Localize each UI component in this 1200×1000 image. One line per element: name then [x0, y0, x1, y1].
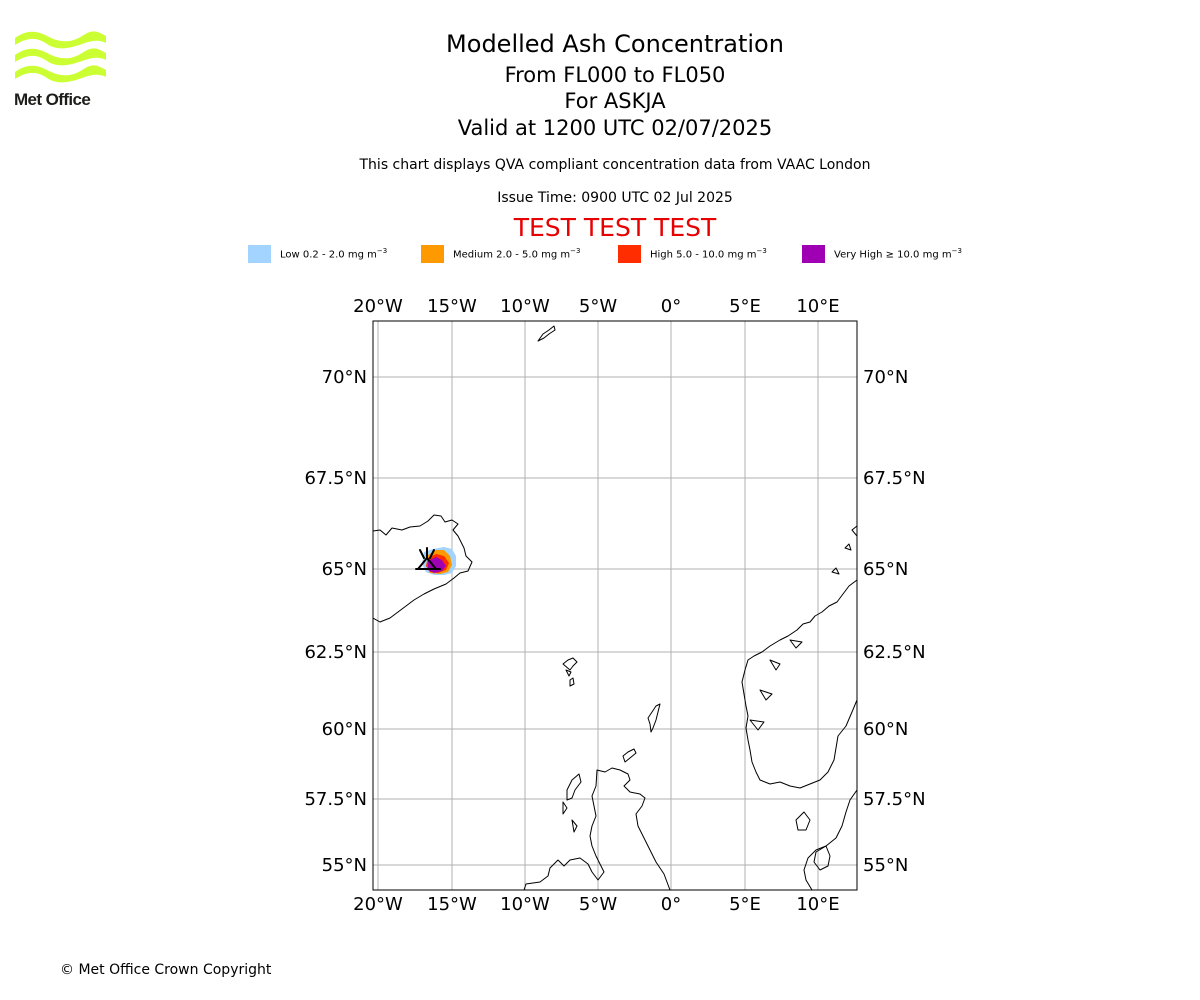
coastline-orkney: [622, 748, 637, 763]
map-frame: [372, 320, 858, 891]
legend-swatch-medium: [421, 245, 444, 263]
map-content: [373, 321, 857, 890]
lon-tick-top: 10°W: [500, 296, 550, 317]
coastline-faroe: [562, 657, 578, 687]
legend-label-very-high: Very High ≥ 10.0 mg m: [834, 249, 952, 261]
lon-tick-bottom: 10°E: [796, 894, 839, 915]
lon-tick-bottom: 0°: [661, 894, 681, 915]
coastlines: [373, 325, 857, 890]
lat-tick-right: 57.5°N: [863, 789, 926, 810]
lon-tick-top: 5°E: [729, 296, 761, 317]
lon-tick-bottom: 20°W: [353, 894, 403, 915]
legend-swatch-very-high: [802, 245, 825, 263]
copyright: © Met Office Crown Copyright: [60, 962, 272, 978]
coastline-jan-mayen: [537, 325, 556, 342]
legend-swatch-high: [618, 245, 641, 263]
legend-item-very-high: Very High ≥ 10.0 mg m−3: [802, 244, 962, 264]
lon-tick-bottom: 10°W: [500, 894, 550, 915]
lat-tick-left: 65°N: [322, 559, 367, 580]
lon-tick-bottom: 15°W: [427, 894, 477, 915]
coastline-norway: [741, 579, 857, 789]
lat-tick-left: 55°N: [322, 855, 367, 876]
lat-tick-left: 62.5°N: [304, 642, 367, 663]
lon-ticks-bottom: 20°W 15°W 10°W 5°W 0° 5°E 10°E: [353, 894, 839, 915]
met-office-logo: Met Office: [14, 30, 108, 112]
volcano-icon: [415, 547, 441, 570]
legend-item-medium: Medium 2.0 - 5.0 mg m−3: [421, 244, 580, 264]
volcano-name: For ASKJA: [564, 89, 666, 113]
flight-levels: From FL000 to FL050: [504, 63, 726, 87]
coastline-islands-east: [831, 525, 857, 575]
coastline-norway-fjords: [749, 639, 803, 731]
lon-tick-top: 20°W: [353, 296, 403, 317]
lat-ticks-left: 70°N 67.5°N 65°N 62.5°N 60°N 57.5°N 55°N: [304, 367, 367, 876]
coastline-denmark: [795, 811, 831, 871]
legend-label-low: Low 0.2 - 2.0 mg m: [280, 249, 377, 261]
coastline-iceland: [373, 514, 473, 623]
lon-tick-bottom: 5°W: [579, 894, 617, 915]
test-banner: TEST TEST TEST: [513, 213, 717, 242]
legend-label-medium: Medium 2.0 - 5.0 mg m: [453, 249, 571, 261]
coastline-south-scandinavia: [803, 789, 857, 890]
lat-tick-left: 70°N: [322, 367, 367, 388]
logo-text: Met Office: [14, 90, 91, 109]
lon-tick-top: 0°: [661, 296, 681, 317]
lat-tick-left: 60°N: [322, 719, 367, 740]
issue-time: Issue Time: 0900 UTC 02 Jul 2025: [497, 190, 733, 206]
lat-tick-right: 62.5°N: [863, 642, 926, 663]
coastline-shetland: [647, 703, 661, 733]
wave-logo-icon: [15, 31, 106, 83]
lat-tick-right: 60°N: [863, 719, 908, 740]
lat-tick-right: 70°N: [863, 367, 908, 388]
lat-tick-left: 57.5°N: [304, 789, 367, 810]
gridlines: [373, 321, 857, 890]
chart-title: Modelled Ash Concentration: [446, 30, 784, 58]
coastline-scotland: [523, 767, 671, 890]
lon-ticks-top: 20°W 15°W 10°W 5°W 0° 5°E 10°E: [353, 296, 839, 317]
legend-label-high: High 5.0 - 10.0 mg m: [650, 249, 757, 261]
lat-ticks-right: 70°N 67.5°N 65°N 62.5°N 60°N 57.5°N 55°N: [863, 367, 926, 876]
lon-tick-bottom: 5°E: [729, 894, 761, 915]
chart-description: This chart displays QVA compliant concen…: [359, 157, 871, 173]
legend-item-high: High 5.0 - 10.0 mg m−3: [618, 244, 767, 264]
lon-tick-top: 5°W: [579, 296, 617, 317]
lat-tick-right: 65°N: [863, 559, 908, 580]
lat-tick-left: 67.5°N: [304, 468, 367, 489]
lat-tick-right: 55°N: [863, 855, 908, 876]
lat-tick-right: 67.5°N: [863, 468, 926, 489]
lon-tick-top: 10°E: [796, 296, 839, 317]
legend-swatch-low: [248, 245, 271, 263]
valid-time: Valid at 1200 UTC 02/07/2025: [457, 116, 773, 140]
legend-item-low: Low 0.2 - 2.0 mg m−3: [248, 244, 387, 264]
lon-tick-top: 15°W: [427, 296, 477, 317]
coastline-hebrides: [562, 773, 582, 833]
